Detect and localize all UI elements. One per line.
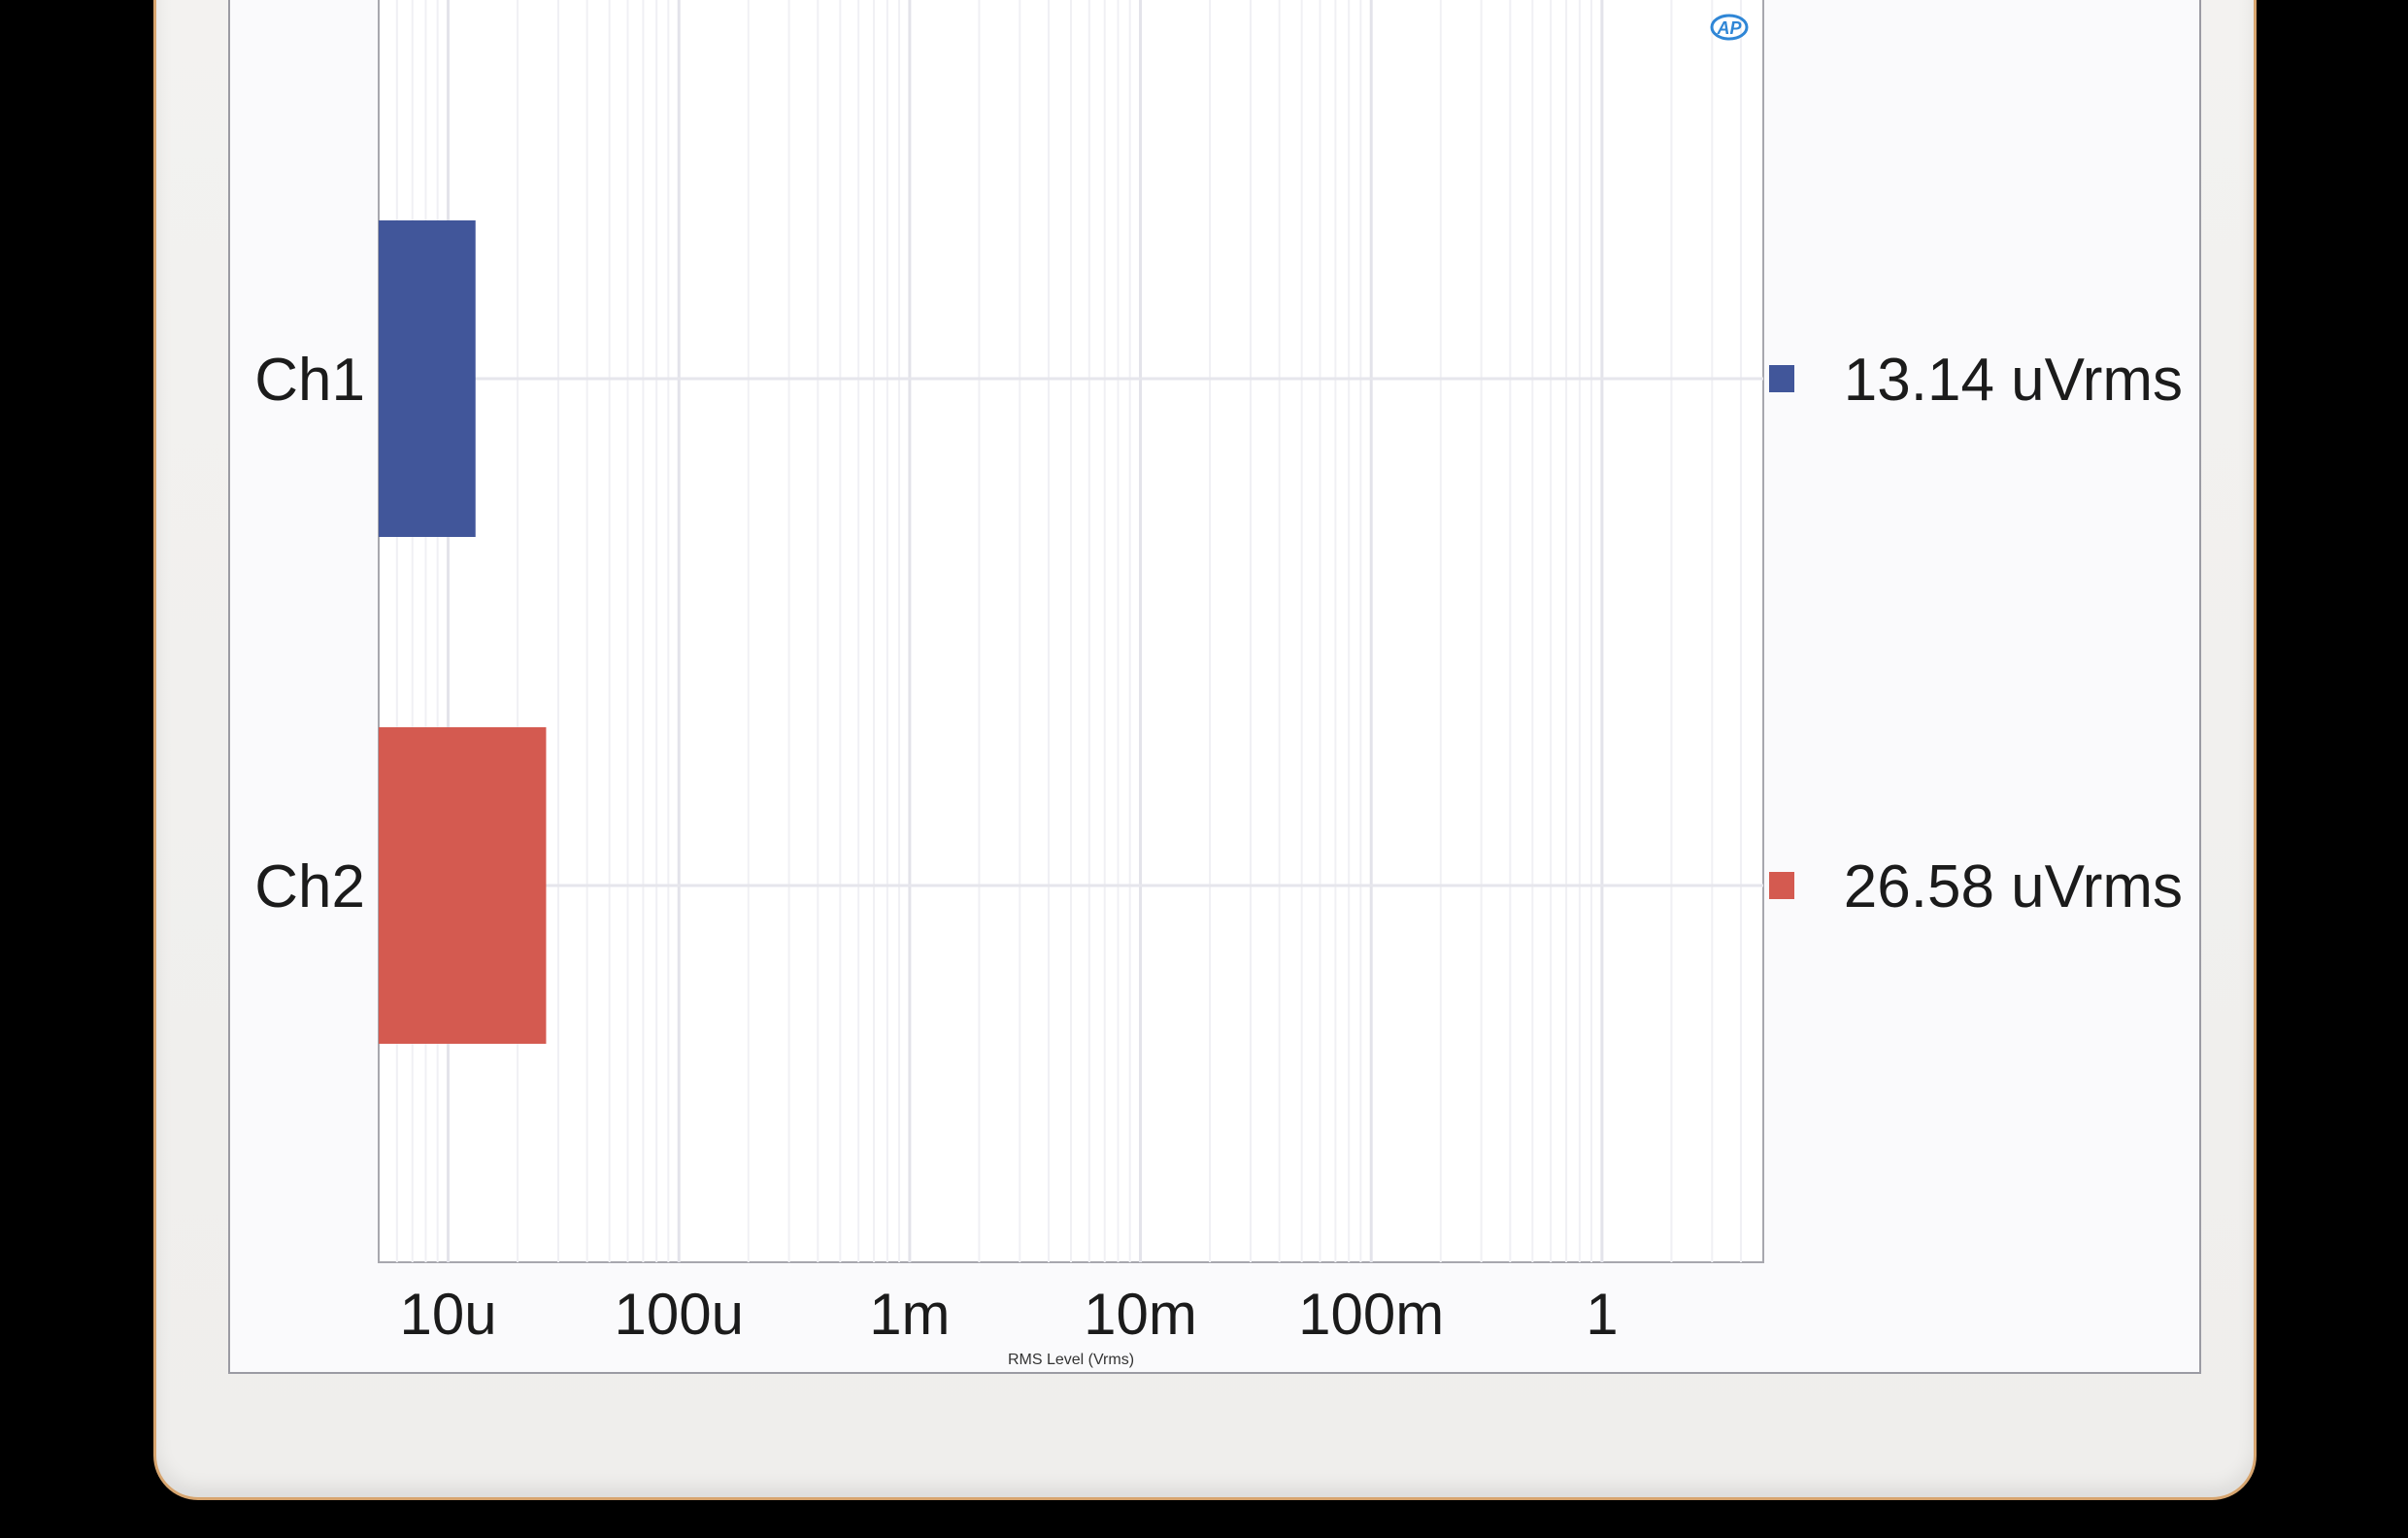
category-label-ch1: Ch1 (254, 347, 365, 414)
x-tick-label: 100m (1298, 1282, 1444, 1347)
value-label-ch2: 26.58 uVrms (1844, 853, 2183, 920)
category-label-ch2: Ch2 (254, 853, 365, 920)
x-tick-label: 1 (1586, 1282, 1618, 1347)
x-tick-label: 100u (614, 1282, 743, 1347)
x-tick-label: 10m (1084, 1282, 1197, 1347)
bar-ch1 (379, 220, 476, 537)
legend-marker-ch2 (1769, 872, 1794, 899)
value-label-ch1: 13.14 uVrms (1844, 347, 2183, 414)
legend-marker-ch1 (1769, 365, 1794, 392)
bar-ch2 (379, 727, 547, 1044)
plot-area: Ch1 Ch2 10u 100u 1m 10m 100m 1 RMS Level (Vrms) 1… (254, 0, 2183, 1368)
x-tick-label: 1m (869, 1282, 950, 1347)
x-axis-title: RMS Level (Vrms) (1008, 1352, 1134, 1368)
svg-text:AP: AP (1716, 18, 1742, 38)
x-tick-label: 10u (399, 1282, 496, 1347)
ap-logo-icon: AP (1710, 14, 1749, 41)
